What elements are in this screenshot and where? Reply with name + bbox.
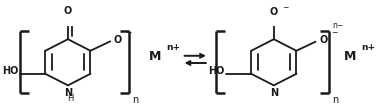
Text: −: − xyxy=(332,28,338,37)
Text: O: O xyxy=(114,35,122,45)
Text: n+: n+ xyxy=(361,43,375,52)
Text: HO: HO xyxy=(2,66,18,76)
Text: N: N xyxy=(64,88,72,98)
Text: O: O xyxy=(64,6,72,16)
Text: O: O xyxy=(320,35,328,45)
Text: n: n xyxy=(132,95,138,105)
Text: n: n xyxy=(332,95,338,105)
Text: H: H xyxy=(68,94,74,103)
Text: M: M xyxy=(149,50,161,63)
Text: O: O xyxy=(270,7,278,17)
Text: M: M xyxy=(344,50,356,63)
Text: HO: HO xyxy=(208,66,224,76)
Text: n+: n+ xyxy=(167,43,181,52)
Text: −: − xyxy=(125,28,132,37)
Text: n−: n− xyxy=(332,21,343,30)
Text: N: N xyxy=(270,88,278,98)
Text: −: − xyxy=(282,3,288,12)
